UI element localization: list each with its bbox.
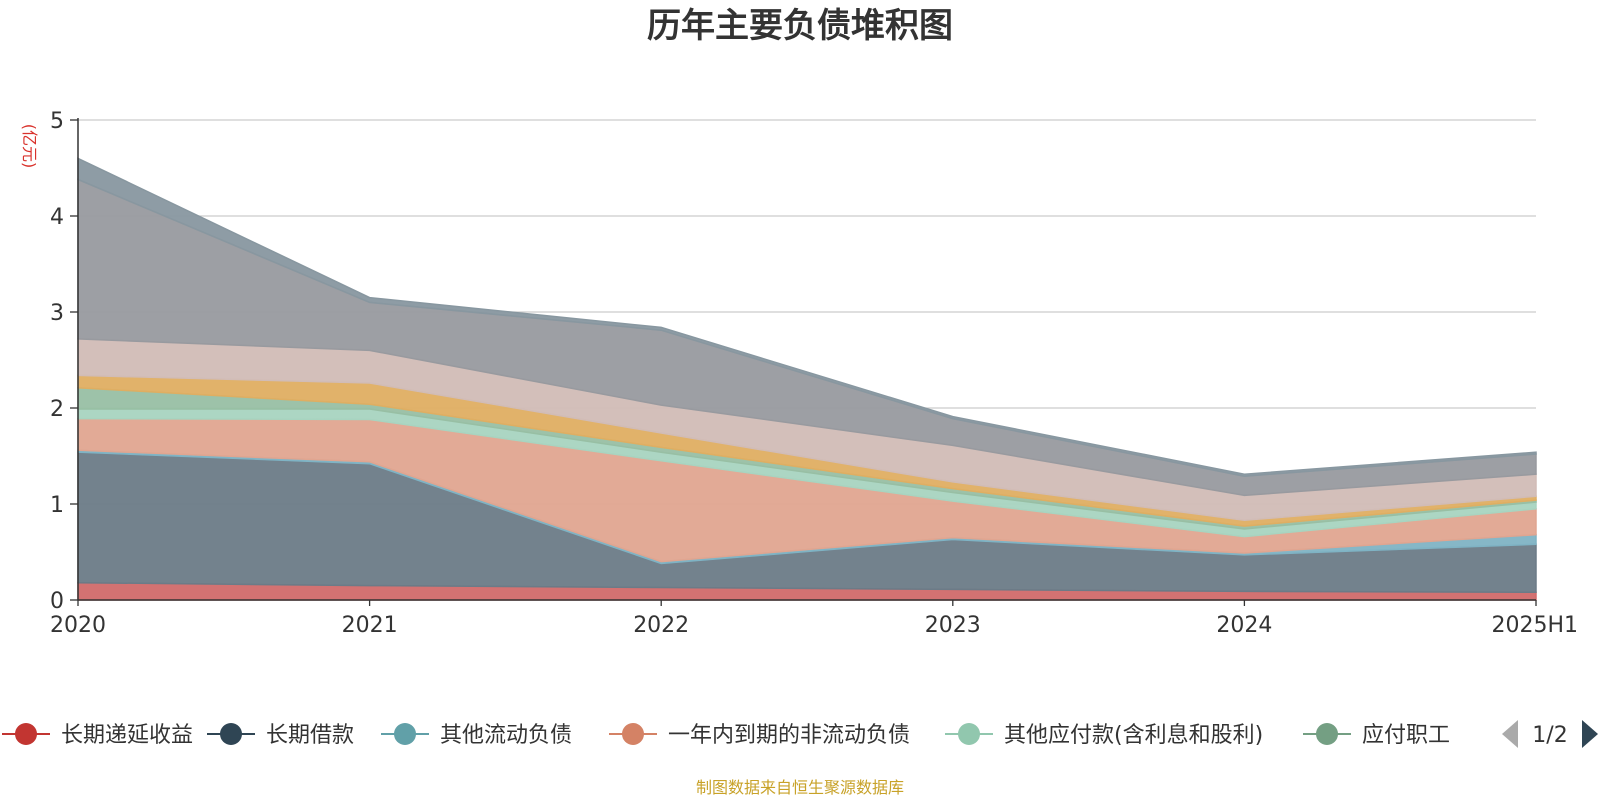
- legend-item[interactable]: 长期递延收益: [2, 723, 193, 748]
- legend-prev-icon[interactable]: [1502, 720, 1518, 748]
- x-tick-label: 2022: [633, 613, 689, 638]
- x-tick-label: 2023: [925, 613, 981, 638]
- legend: 长期递延收益 长期借款 其他流动负债 一年内到期的非流动负债 其他应付款(含利息和股利)…: [2, 720, 1598, 748]
- y-axis-label: (亿元): [20, 124, 39, 169]
- x-tick-label: 2020: [50, 613, 106, 638]
- legend-marker: [394, 723, 416, 745]
- x-tick-label: 2024: [1216, 613, 1272, 638]
- legend-item[interactable]: 其他流动负债: [381, 723, 572, 748]
- y-tick-label: 3: [50, 301, 64, 326]
- legend-item[interactable]: 长期借款: [207, 723, 354, 748]
- y-tick-label: 2: [50, 397, 64, 422]
- legend-label: 应付职工: [1362, 723, 1450, 748]
- legend-label: 一年内到期的非流动负债: [668, 723, 910, 748]
- y-tick-label: 1: [50, 493, 64, 518]
- legend-marker: [1316, 723, 1338, 745]
- legend-item[interactable]: 一年内到期的非流动负债: [609, 723, 910, 748]
- legend-label: 长期递延收益: [61, 723, 193, 748]
- legend-marker: [15, 723, 37, 745]
- axis-layer: 0 1 2 3 4 5 2020 2021 2022 2023 2024 2025H1 (亿元): [20, 109, 1578, 638]
- area-layer: [77, 157, 1537, 601]
- legend-label: 其他应付款(含利息和股利): [1004, 723, 1263, 748]
- x-tick-label: 2021: [342, 613, 398, 638]
- y-tick-label: 0: [50, 589, 64, 614]
- legend-item[interactable]: 应付职工: [1303, 723, 1450, 748]
- y-tick-label: 5: [50, 109, 64, 134]
- legend-item[interactable]: 其他应付款(含利息和股利): [945, 723, 1263, 748]
- legend-label: 其他流动负债: [440, 723, 572, 748]
- legend-marker: [958, 723, 980, 745]
- legend-page-indicator: 1/2: [1532, 723, 1567, 748]
- legend-label: 长期借款: [266, 723, 354, 748]
- x-tick-label: 2025H1: [1491, 613, 1578, 638]
- legend-marker: [622, 723, 644, 745]
- y-tick-label: 4: [50, 205, 64, 230]
- legend-marker: [220, 723, 242, 745]
- legend-next-icon[interactable]: [1582, 720, 1598, 748]
- source-note: 制图数据来自恒生聚源数据库: [695, 778, 904, 797]
- chart-title: 历年主要负债堆积图: [647, 6, 953, 46]
- area-series-9: [77, 157, 1537, 477]
